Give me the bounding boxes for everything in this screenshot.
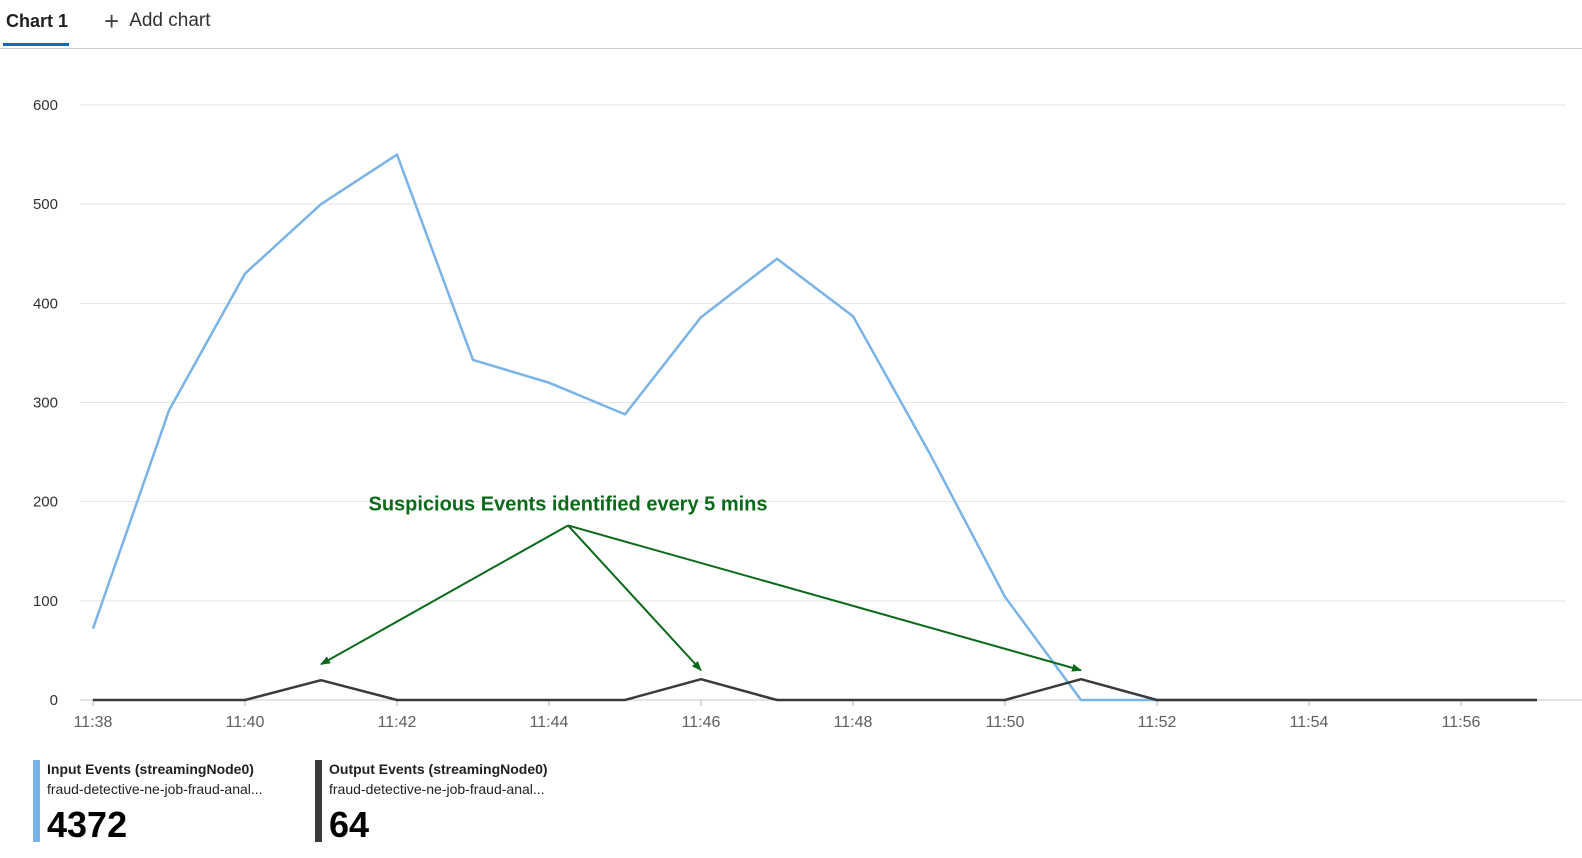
x-tick-label: 11:48 bbox=[834, 714, 873, 731]
add-chart-label: Add chart bbox=[129, 10, 211, 31]
legend-series-name: Output Events (streamingNode0) bbox=[329, 761, 548, 777]
y-tick-label: 500 bbox=[33, 196, 58, 213]
chart-tab-bar: Chart 1 + Add chart bbox=[0, 0, 1582, 49]
y-tick-label: 600 bbox=[33, 97, 58, 114]
x-tick-label: 11:46 bbox=[682, 714, 721, 731]
y-tick-label: 200 bbox=[33, 494, 58, 511]
annotation-arrow bbox=[567, 524, 702, 671]
plus-icon: + bbox=[104, 6, 120, 36]
y-tick-label: 0 bbox=[50, 692, 58, 709]
y-tick-label: 400 bbox=[33, 295, 58, 312]
x-tick-label: 11:50 bbox=[986, 714, 1025, 731]
add-chart-button[interactable]: + Add chart bbox=[104, 8, 211, 34]
x-tick-label: 11:40 bbox=[226, 714, 265, 731]
legend-series-name: Input Events (streamingNode0) bbox=[47, 761, 254, 777]
annotation-arrow bbox=[320, 524, 569, 666]
y-tick-label: 300 bbox=[33, 395, 58, 412]
x-tick-label: 11:52 bbox=[1138, 714, 1177, 731]
legend-color-swatch bbox=[33, 760, 40, 842]
x-tick-label: 11:54 bbox=[1290, 714, 1329, 731]
x-tick-label: 11:56 bbox=[1442, 714, 1481, 731]
annotation-text: Suspicious Events identified every 5 min… bbox=[368, 493, 767, 515]
tab-chart-1[interactable]: Chart 1 bbox=[6, 11, 69, 31]
line-chart: 0 100 200 300 400 500 600 11:38 11:40 11:42 11:44 1… bbox=[33, 97, 1582, 731]
y-tick-label: 100 bbox=[33, 593, 58, 610]
x-tick-label: 11:38 bbox=[74, 714, 113, 731]
legend-color-swatch bbox=[315, 760, 322, 842]
x-tick-label: 11:42 bbox=[378, 714, 417, 731]
x-tick-label: 11:44 bbox=[530, 714, 569, 731]
legend-total-value: 4372 bbox=[47, 804, 128, 845]
series-line bbox=[91, 153, 1537, 702]
active-tab-indicator bbox=[3, 43, 69, 46]
legend-resource-name: fraud-detective-ne-job-fraud-anal... bbox=[329, 781, 545, 797]
series-line bbox=[93, 677, 1537, 702]
annotation-arrow bbox=[567, 524, 1082, 672]
legend-total-value: 64 bbox=[329, 804, 370, 845]
legend-resource-name: fraud-detective-ne-job-fraud-anal... bbox=[47, 781, 263, 797]
